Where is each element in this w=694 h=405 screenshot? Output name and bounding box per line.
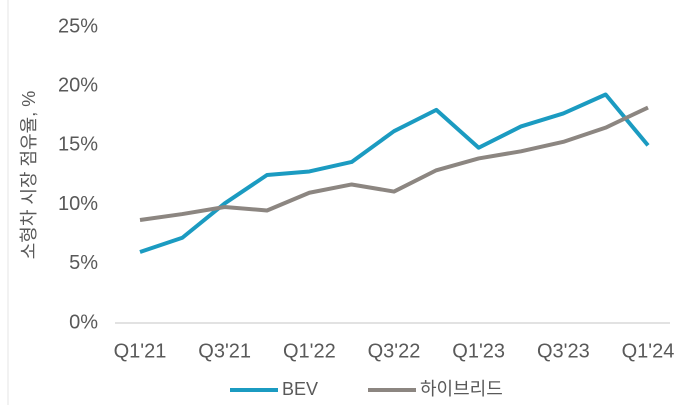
- x-tick-label: Q3'21: [198, 340, 251, 362]
- y-tick-label: 25%: [58, 15, 98, 37]
- x-tick-label: Q1'23: [452, 340, 505, 362]
- x-tick-label: Q1'24: [622, 340, 675, 362]
- x-tick-label: Q3'23: [537, 340, 590, 362]
- y-tick-label: 0%: [69, 311, 98, 333]
- series-line: [139, 92, 650, 254]
- legend-label: 하이브리드: [420, 379, 503, 399]
- series-line: [139, 105, 649, 222]
- y-tick-label: 20%: [58, 74, 98, 96]
- x-tick-label: Q1'22: [283, 340, 336, 362]
- x-tick-label: Q3'22: [368, 340, 421, 362]
- y-tick-label: 5%: [69, 252, 98, 274]
- y-tick-label: 10%: [58, 193, 98, 215]
- y-axis-label: 소형차 시장 점유율, %: [19, 91, 39, 260]
- legend-label: BEV: [282, 379, 318, 399]
- x-tick-label: Q1'21: [114, 340, 167, 362]
- y-tick-label: 15%: [58, 134, 98, 156]
